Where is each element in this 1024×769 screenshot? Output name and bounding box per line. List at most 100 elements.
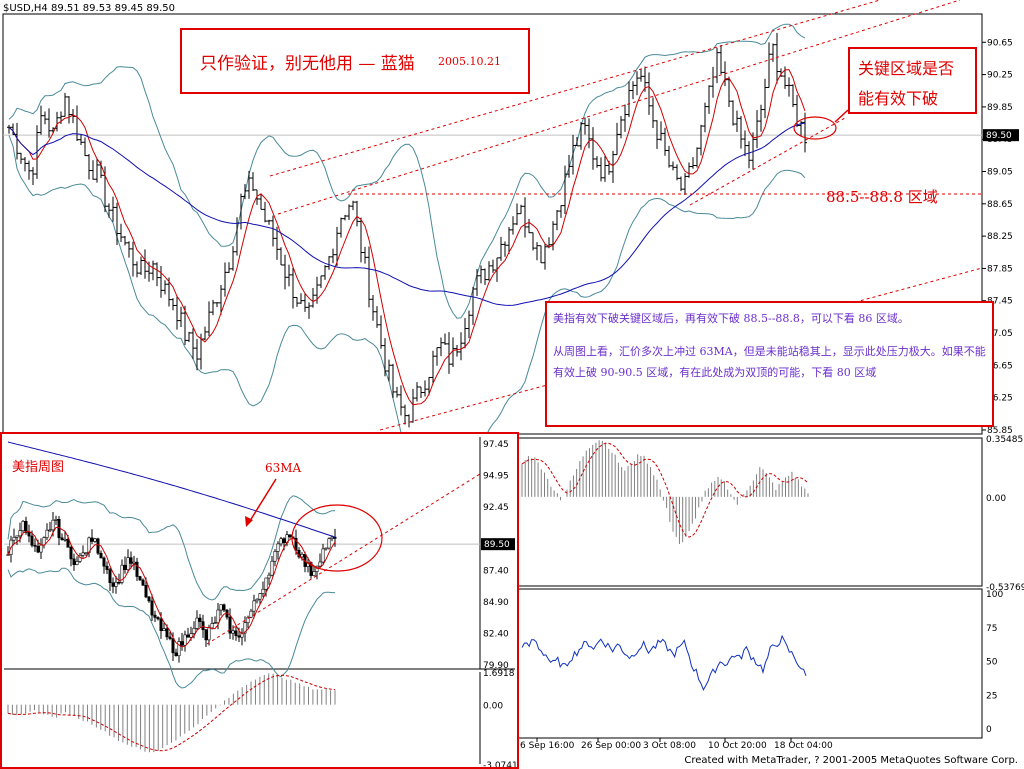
price-tick-label-9: 87.05 — [987, 329, 1013, 339]
price-tick-label-2: 89.85 — [987, 103, 1013, 113]
weekly-short-ma — [7, 526, 336, 648]
weekly-candle-body — [330, 536, 334, 539]
weekly-upper-band — [7, 495, 335, 601]
weekly-candle-body — [150, 600, 154, 616]
weekly-macd-bars — [7, 673, 336, 753]
weekly-candle-body — [36, 545, 40, 553]
weekly-tick-label-1: 94.95 — [483, 471, 509, 481]
weekly-candle-body — [135, 561, 139, 577]
weekly-candle-body — [264, 577, 268, 590]
weekly-candle-body — [81, 552, 85, 556]
weekly-candle-body — [117, 581, 121, 584]
weekly-candle-body — [234, 630, 238, 637]
h4-rsi-panel: 100 75 50 25 0 — [516, 588, 1003, 739]
weekly-candle-body — [237, 635, 241, 638]
weekly-candle-body — [129, 557, 133, 564]
weekly-candle-body — [93, 538, 97, 542]
lower-channel-line — [379, 267, 983, 431]
weekly-candle-body — [288, 534, 292, 538]
weekly-candle-body — [141, 579, 145, 586]
weekly-candle-body — [273, 551, 277, 562]
macd-bars — [521, 440, 809, 545]
analysis-note: 美指有效下破关键区域后，再有效下破 88.5--88.8，可以下看 86 区域。… — [545, 301, 994, 427]
weekly-candle-body — [84, 552, 88, 554]
weekly-candle-body — [180, 641, 184, 646]
key-note-line-2: 能有效下破 — [858, 89, 939, 108]
weekly-candle-body — [318, 561, 322, 567]
weekly-macd-tick-0: 1.6918 — [483, 669, 515, 679]
weekly-candle-body — [255, 598, 259, 602]
time-tick-label-2: 3 Oct 08:00 — [643, 741, 696, 751]
weekly-candle-body — [162, 628, 166, 631]
ma-label: 63MA — [265, 461, 302, 475]
weekly-ma63-line — [7, 441, 336, 538]
weekly-candle-body — [165, 628, 169, 638]
weekly-price-chart: 97.45 94.95 92.45 87.40 84.90 82.40 79.90 89.50 — [4, 437, 515, 689]
weekly-lower-band — [7, 567, 335, 689]
weekly-candle-body — [279, 538, 283, 545]
weekly-candle-body — [213, 622, 217, 625]
weekly-candle-body — [321, 548, 325, 563]
weekly-candle-body — [252, 600, 256, 612]
weekly-candle-body — [207, 627, 211, 641]
weekly-support-trendline — [206, 473, 481, 645]
weekly-candle-body — [186, 634, 190, 638]
weekly-candle-body — [21, 521, 25, 531]
weekly-inset: 97.45 94.95 92.45 87.40 84.90 82.40 79.90 89.50… — [0, 432, 519, 769]
macd-tick-label-2: -0.53769 — [986, 583, 1024, 593]
weekly-candle-body — [249, 610, 253, 618]
rsi-tick-label-0: 100 — [986, 590, 1003, 600]
weekly-candle-body — [198, 617, 202, 622]
macd-signal-line — [521, 442, 809, 538]
rsi-tick-label-4: 0 — [986, 725, 992, 735]
weekly-candle-body — [216, 609, 220, 624]
upper-channel-line — [269, 0, 881, 177]
time-tick-label-0: 6 Sep 16:00 — [520, 741, 575, 751]
time-tick-label-4: 18 Oct 04:00 — [774, 741, 833, 751]
weekly-candle-body — [261, 588, 265, 594]
weekly-candle-body — [114, 581, 118, 587]
weekly-candle-body — [48, 529, 52, 532]
weekly-candle-body — [267, 574, 271, 579]
time-axis: 6 Sep 16:00 26 Sep 00:00 3 Oct 08:00 10 Oct… — [520, 738, 833, 751]
weekly-candle-body — [192, 628, 196, 634]
price-tick-label-12: 85.85 — [987, 426, 1013, 436]
rsi-line — [521, 634, 807, 691]
weekly-canvas: 97.45 94.95 92.45 87.40 84.90 82.40 79.90 89.50… — [4, 437, 517, 767]
weekly-candle-body — [123, 564, 127, 570]
weekly-candle-body — [33, 545, 37, 547]
weekly-candle-body — [144, 584, 148, 598]
rsi-tick-label-3: 25 — [986, 691, 997, 701]
current-price-label: 89.50 — [986, 131, 1012, 141]
weekly-tick-label-7: 79.90 — [483, 661, 509, 671]
price-tick-label-11: 86.25 — [987, 394, 1013, 404]
weekly-macd-tick-1: 0.00 — [483, 702, 503, 712]
weekly-macd-signal — [7, 674, 336, 752]
price-tick-label-0: 90.65 — [987, 38, 1013, 48]
bollinger-upper-band — [8, 23, 806, 319]
ma63-line — [8, 122, 806, 306]
weekly-candle-body — [153, 614, 157, 618]
price-bars — [7, 32, 807, 428]
ma-arrow — [247, 478, 277, 525]
price-tick-label-10: 86.65 — [987, 361, 1013, 371]
weekly-candle-body — [126, 557, 130, 570]
weekly-candle-body — [60, 537, 64, 540]
weekly-candle-body — [204, 629, 208, 641]
rsi-plot-frame — [516, 588, 983, 739]
symbol-label: $USD,H4 — [3, 3, 48, 14]
title-note: 只作验证，别无他用 — 蓝猫 2005.10.21 — [180, 28, 530, 94]
weekly-candle-body — [270, 560, 274, 576]
analysis-paragraph-2: 从周图上看，汇价多次上冲过 63MA，但是未能站稳其上，显示此处压力极大。如果不… — [553, 345, 986, 379]
weekly-candle-body — [177, 641, 181, 657]
weekly-candle-body — [39, 544, 43, 553]
weekly-tick-label-4: 87.40 — [483, 567, 509, 577]
weekly-candle-body — [30, 535, 34, 546]
weekly-candle-body — [69, 546, 73, 560]
weekly-tick-label-6: 82.40 — [483, 630, 509, 640]
weekly-candle-body — [246, 616, 250, 624]
weekly-candle-body — [12, 536, 16, 541]
weekly-resistance-circle — [291, 504, 383, 572]
weekly-candle-body — [63, 538, 67, 541]
weekly-candle-body — [18, 530, 22, 537]
